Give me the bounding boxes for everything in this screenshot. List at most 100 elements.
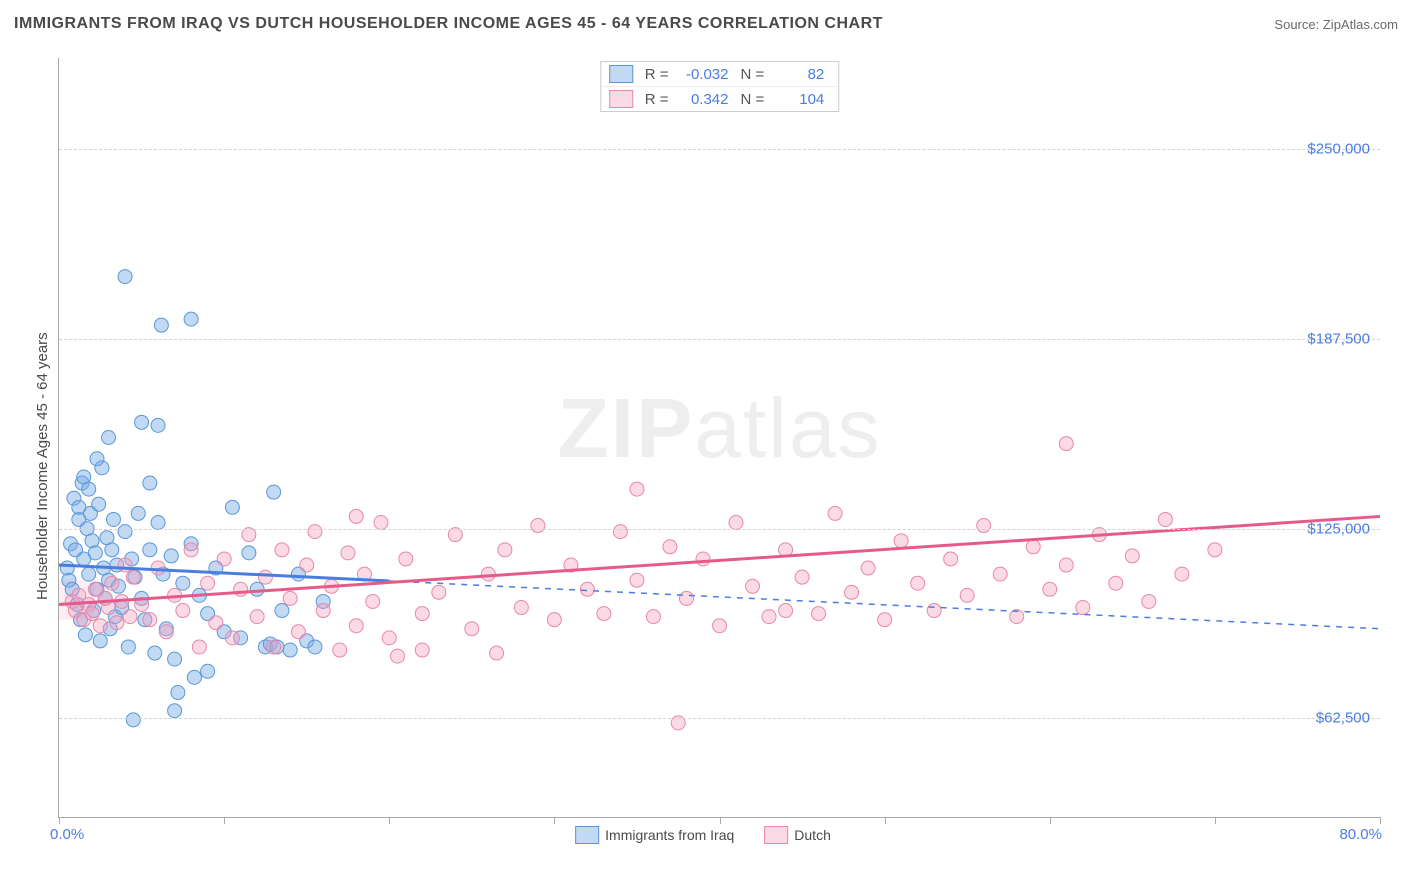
data-point	[498, 543, 512, 557]
data-point	[106, 512, 120, 526]
data-point	[92, 497, 106, 511]
data-point	[878, 613, 892, 627]
data-point	[1076, 601, 1090, 615]
data-point	[993, 567, 1007, 581]
legend-item: Dutch	[764, 826, 831, 844]
data-point	[171, 686, 185, 700]
data-point	[374, 516, 388, 530]
y-tick-label: $250,000	[1307, 141, 1370, 158]
data-point	[225, 500, 239, 514]
source-label: Source:	[1274, 17, 1319, 32]
data-point	[135, 415, 149, 429]
x-tick	[885, 817, 886, 824]
data-point	[349, 619, 363, 633]
data-point	[267, 640, 281, 654]
x-tick	[1050, 817, 1051, 824]
data-point	[762, 610, 776, 624]
data-point	[977, 519, 991, 533]
data-point	[1109, 576, 1123, 590]
data-point	[85, 607, 99, 621]
data-point	[93, 634, 107, 648]
data-point	[1043, 582, 1057, 596]
data-point	[176, 576, 190, 590]
chart-header: IMMIGRANTS FROM IRAQ VS DUTCH HOUSEHOLDE…	[0, 0, 1406, 48]
series-legend: Immigrants from Iraq Dutch	[575, 826, 831, 844]
data-point	[283, 643, 297, 657]
data-point	[82, 567, 96, 581]
data-point	[275, 604, 289, 618]
data-point	[209, 616, 223, 630]
x-axis-max-label: 80.0%	[1339, 826, 1382, 843]
data-point	[1142, 594, 1156, 608]
data-point	[131, 506, 145, 520]
data-point	[151, 516, 165, 530]
data-point	[927, 604, 941, 618]
data-point	[300, 558, 314, 572]
data-point	[143, 543, 157, 557]
data-point	[391, 649, 405, 663]
data-point	[250, 582, 264, 596]
x-tick	[59, 817, 60, 824]
chart-title: IMMIGRANTS FROM IRAQ VS DUTCH HOUSEHOLDE…	[14, 15, 883, 33]
data-point	[580, 582, 594, 596]
data-point	[151, 561, 165, 575]
data-point	[746, 579, 760, 593]
y-tick-label: $62,500	[1316, 710, 1370, 727]
data-point	[283, 591, 297, 605]
data-point	[465, 622, 479, 636]
x-axis-min-label: 0.0%	[50, 826, 84, 843]
data-point	[663, 540, 677, 554]
data-point	[366, 594, 380, 608]
data-point	[1158, 512, 1172, 526]
data-point	[597, 607, 611, 621]
trend-line-solid	[59, 516, 1380, 604]
chart-plot-area: ZIPatlas R = -0.032 N = 82 R = 0.342 N =…	[58, 58, 1380, 818]
data-point	[795, 570, 809, 584]
data-point	[176, 604, 190, 618]
data-point	[630, 482, 644, 496]
data-point	[225, 631, 239, 645]
y-tick-label: $187,500	[1307, 330, 1370, 347]
swatch-icon	[764, 826, 788, 844]
data-point	[105, 576, 119, 590]
data-point	[1175, 567, 1189, 581]
data-point	[349, 509, 363, 523]
data-point	[242, 528, 256, 542]
data-point	[382, 631, 396, 645]
data-point	[102, 431, 116, 445]
data-point	[82, 482, 96, 496]
data-point	[531, 519, 545, 533]
data-point	[911, 576, 925, 590]
data-point	[415, 607, 429, 621]
data-point	[1208, 543, 1222, 557]
data-point	[110, 616, 124, 630]
data-point	[151, 418, 165, 432]
data-point	[308, 525, 322, 539]
y-axis-label: Householder Income Ages 45 - 64 years	[34, 332, 51, 600]
data-point	[944, 552, 958, 566]
data-point	[432, 585, 446, 599]
data-point	[828, 506, 842, 520]
data-point	[448, 528, 462, 542]
data-point	[490, 646, 504, 660]
data-point	[275, 543, 289, 557]
data-point	[960, 588, 974, 602]
gridline	[59, 529, 1380, 530]
data-point	[126, 713, 140, 727]
x-tick	[1380, 817, 1381, 824]
data-point	[217, 552, 231, 566]
data-point	[118, 525, 132, 539]
data-point	[514, 601, 528, 615]
data-point	[316, 604, 330, 618]
data-point	[308, 640, 322, 654]
x-tick	[1215, 817, 1216, 824]
data-point	[201, 576, 215, 590]
legend-label: Dutch	[794, 827, 831, 843]
data-point	[341, 546, 355, 560]
data-point	[894, 534, 908, 548]
data-point	[812, 607, 826, 621]
legend-item: Immigrants from Iraq	[575, 826, 734, 844]
data-point	[72, 500, 86, 514]
x-tick	[389, 817, 390, 824]
data-point	[679, 591, 693, 605]
